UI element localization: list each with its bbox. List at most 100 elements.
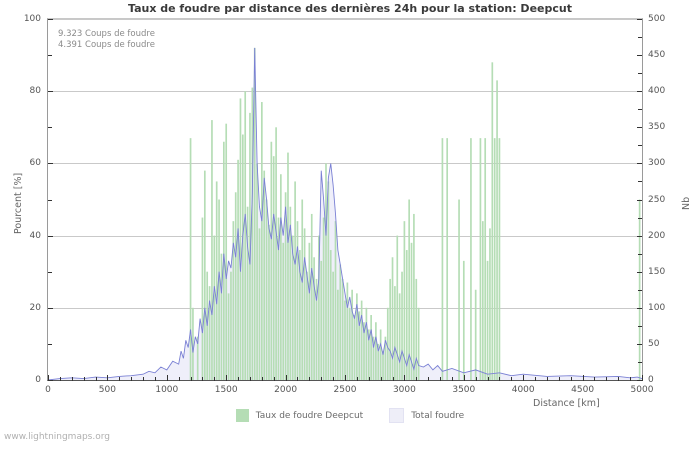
bar <box>481 221 484 380</box>
gridline-y-60 <box>48 163 642 165</box>
legend-item-2[interactable]: Total foudre <box>389 408 464 423</box>
x-minor-tickmark-700 <box>131 377 133 381</box>
y2-tickmark-0 <box>637 380 642 381</box>
bar <box>201 217 204 380</box>
plot-svg <box>48 47 642 380</box>
bar <box>215 181 218 380</box>
y2-tickmark-450 <box>637 55 642 57</box>
bar <box>253 47 256 380</box>
total-foudre-line <box>48 47 642 380</box>
bar <box>391 257 394 380</box>
x-minor-tickmark-4800 <box>618 377 620 381</box>
bar <box>294 181 296 380</box>
bar <box>339 264 342 380</box>
y2-tickmark-250 <box>637 199 642 201</box>
annotation-1: 9.323 Coups de foudre <box>58 29 155 39</box>
x-tickmark-2000 <box>285 375 287 381</box>
x-tick-label-3000: 3000 <box>392 385 416 395</box>
x-tickmark-4000 <box>523 375 525 381</box>
x-tickmark-3500 <box>463 375 465 381</box>
bar <box>291 235 294 380</box>
x-minor-tickmark-1600 <box>238 377 240 381</box>
legend-item-1[interactable]: Taux de foudre Deepcut <box>235 409 364 422</box>
bar <box>375 322 377 380</box>
x-minor-tickmark-300 <box>83 377 85 381</box>
bar <box>270 141 273 380</box>
x-tickmark-1000 <box>166 375 168 381</box>
legend-label: Taux de foudre Deepcut <box>255 410 364 421</box>
bar <box>246 206 249 380</box>
x-minor-tickmark-3800 <box>499 377 501 381</box>
bar <box>234 192 237 380</box>
y2-minor-tickmark-275 <box>638 181 642 183</box>
x-tick-label-1000: 1000 <box>155 385 179 395</box>
y2-tickmark-150 <box>637 271 642 273</box>
y2-tick-label-100: 100 <box>648 302 666 313</box>
annotation-2: 4.391 Coups de foudre <box>58 40 155 50</box>
y2-axis-title: Nb <box>681 196 692 210</box>
x-minor-tickmark-2800 <box>380 377 382 381</box>
bar <box>303 228 306 380</box>
y2-tick-label-150: 150 <box>648 266 666 277</box>
x-tickmark-500 <box>107 375 109 381</box>
bar <box>239 98 242 380</box>
bar <box>208 286 211 380</box>
x-minor-tickmark-1300 <box>202 377 204 381</box>
x-axis-title: Distance [km] <box>533 398 600 409</box>
x-minor-tickmark-3700 <box>487 377 489 381</box>
y2-tickmark-100 <box>637 307 642 309</box>
y-tickmark-40 <box>48 235 53 237</box>
x-tickmark-3000 <box>404 375 406 381</box>
footer-credit: www.lightningmaps.org <box>4 432 110 442</box>
bar <box>491 62 494 380</box>
y2-tick-label-0: 0 <box>648 375 654 385</box>
x-minor-tickmark-3100 <box>416 377 418 381</box>
y-tickmark-80 <box>48 91 53 93</box>
bar <box>403 221 406 380</box>
x-minor-tickmark-2400 <box>333 377 335 381</box>
y-tickmark-100 <box>48 19 53 20</box>
x-minor-tickmark-2200 <box>309 377 311 381</box>
bar <box>327 181 330 380</box>
bar <box>396 235 399 380</box>
y2-tick-label-300: 300 <box>648 158 666 169</box>
bar <box>363 322 365 380</box>
bar <box>213 235 216 380</box>
bar <box>353 315 356 380</box>
bar <box>398 293 401 380</box>
bar <box>484 138 487 380</box>
y2-minor-tickmark-375 <box>638 109 642 111</box>
bar <box>220 253 223 380</box>
bar <box>313 257 315 380</box>
x-tick-label-3500: 3500 <box>452 385 476 395</box>
x-minor-tickmark-2300 <box>321 377 323 381</box>
line-path <box>48 47 642 380</box>
bar <box>263 170 266 380</box>
bar <box>251 87 254 380</box>
legend-swatch-icon <box>235 409 249 422</box>
x-tick-label-4500: 4500 <box>571 385 595 395</box>
bar <box>225 123 228 380</box>
x-minor-tickmark-4400 <box>570 377 572 381</box>
x-minor-tickmark-3200 <box>428 377 430 381</box>
x-minor-tickmark-3600 <box>475 377 477 381</box>
bar <box>265 199 268 380</box>
x-minor-tickmark-900 <box>154 377 156 381</box>
bar <box>196 336 199 380</box>
y-minor-tickmark-10 <box>48 343 52 345</box>
x-minor-tickmark-1800 <box>261 377 263 381</box>
y2-tick-label-350: 350 <box>648 122 666 133</box>
bar <box>356 293 358 380</box>
y2-minor-tickmark-75 <box>638 325 642 327</box>
bar <box>382 351 384 380</box>
bar <box>394 286 396 380</box>
x-tickmark-2500 <box>345 375 346 381</box>
x-minor-tickmark-200 <box>71 377 73 381</box>
chart-title: Taux de foudre par distance des dernière… <box>128 2 572 15</box>
x-minor-tickmark-3900 <box>511 377 513 381</box>
bar <box>320 260 323 380</box>
bar <box>344 300 346 380</box>
x-tick-label-500: 500 <box>98 385 116 395</box>
y2-tick-label-200: 200 <box>648 230 666 241</box>
